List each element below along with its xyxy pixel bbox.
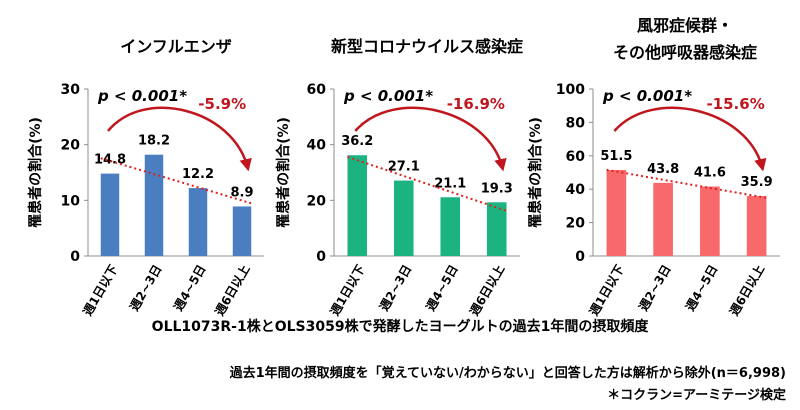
y-tick-label: 20 (307, 193, 327, 209)
bar (486, 202, 507, 256)
data-label: 12.2 (182, 167, 214, 182)
chart-title: インフルエンザ (120, 37, 232, 56)
category-label: 週6日以上 (726, 262, 767, 318)
bar (653, 182, 673, 256)
bar (144, 154, 164, 256)
change-arrow (107, 106, 252, 172)
change-label: -16.9% (447, 95, 505, 113)
bar (100, 173, 120, 256)
y-tick-label: 20 (61, 138, 81, 154)
category-label: 週4~5日 (170, 262, 208, 313)
bar (188, 188, 208, 256)
y-axis-title: 罹患者の割合(%) (527, 117, 544, 228)
data-label: 41.6 (694, 166, 726, 181)
y-tick-label: 40 (566, 182, 586, 198)
category-label: 週1日以下 (586, 262, 627, 318)
trendline (100, 157, 252, 205)
category-label: 週4~5日 (682, 262, 720, 313)
x-axis-label: OLL1073R-1株とOLS3059株で発酵したヨーグルトの過去1年間の摂取頻… (151, 319, 649, 335)
change-label: -15.6% (706, 95, 764, 113)
bar (347, 155, 368, 256)
data-label: 8.9 (230, 185, 253, 200)
change-arrow (354, 106, 507, 172)
data-label: 18.2 (138, 134, 170, 149)
bar (700, 186, 720, 256)
trendline (606, 168, 767, 199)
y-tick-label: 80 (566, 115, 586, 131)
data-label: 36.2 (341, 134, 373, 149)
bar (393, 180, 414, 256)
y-tick-label: 30 (61, 82, 81, 98)
category-label: 週1日以下 (327, 262, 368, 318)
y-tick-label: 40 (307, 138, 327, 154)
data-label: 19.3 (481, 181, 513, 196)
data-label: 21.1 (434, 176, 466, 191)
bar (746, 196, 767, 256)
data-label: 51.5 (600, 149, 632, 164)
y-tick-label: 100 (556, 82, 585, 98)
category-label: 週2~3日 (126, 262, 164, 313)
y-axis-title: 罹患者の割合(%) (27, 117, 44, 228)
y-tick-label: 0 (316, 249, 326, 265)
exclusion-note: 過去1年間の摂取頻度を「覚えていない/わからない」と回答した方は解析から除外(n… (229, 366, 786, 381)
y-tick-label: 20 (566, 216, 586, 232)
y-tick-label: 10 (61, 193, 81, 209)
category-label: 週2~3日 (635, 262, 673, 313)
data-label: 14.8 (94, 153, 126, 168)
data-label: 35.9 (741, 175, 773, 190)
y-tick-label: 60 (566, 149, 586, 165)
bar (232, 206, 252, 256)
p-value-label: p < 0.001* (97, 87, 187, 105)
y-tick-label: 60 (307, 82, 327, 98)
category-label: 週2~3日 (376, 262, 414, 313)
statistical-test-note: ＊コクラン=アーミテージ検定 (607, 388, 786, 403)
y-tick-label: 0 (70, 249, 80, 265)
y-tick-label: 0 (575, 249, 585, 265)
bar (606, 169, 627, 256)
category-label: 週6日以上 (211, 262, 252, 318)
bar (440, 197, 461, 256)
data-label: 27.1 (388, 160, 420, 175)
chart-title: 風邪症候群・ (637, 16, 733, 35)
p-value-label: p < 0.001* (343, 87, 433, 105)
category-label: 週4~5日 (422, 262, 460, 313)
change-arrow (613, 106, 767, 172)
chart-title: 新型コロナウイルス感染症 (331, 37, 523, 56)
y-axis-title: 罹患者の割合(%) (275, 117, 292, 228)
chart-title: その他呼吸器感染症 (613, 43, 757, 62)
category-label: 週1日以下 (79, 262, 120, 318)
change-label: -5.9% (198, 95, 246, 113)
data-label: 43.8 (647, 162, 679, 177)
category-label: 週6日以上 (466, 262, 507, 318)
p-value-label: p < 0.001* (602, 87, 692, 105)
